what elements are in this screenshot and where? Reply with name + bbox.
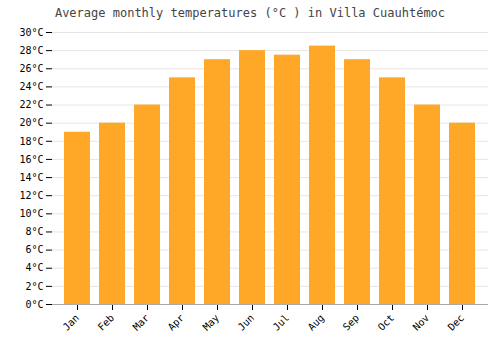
svg-text:6°C: 6°C xyxy=(25,244,43,255)
svg-text:May: May xyxy=(201,312,222,333)
svg-text:0°C: 0°C xyxy=(25,299,43,310)
svg-text:24°C: 24°C xyxy=(19,81,43,92)
svg-text:12°C: 12°C xyxy=(19,190,43,201)
svg-text:28°C: 28°C xyxy=(19,45,43,56)
svg-text:Mar: Mar xyxy=(131,312,152,333)
svg-text:16°C: 16°C xyxy=(19,154,43,165)
svg-text:2°C: 2°C xyxy=(25,281,43,292)
svg-text:Apr: Apr xyxy=(166,312,187,333)
svg-text:Sep: Sep xyxy=(341,312,362,333)
svg-text:Jul: Jul xyxy=(271,312,292,333)
svg-text:Oct: Oct xyxy=(376,312,397,333)
svg-text:Jan: Jan xyxy=(61,312,82,333)
svg-text:8°C: 8°C xyxy=(25,226,43,237)
svg-text:14°C: 14°C xyxy=(19,172,43,183)
svg-text:Jun: Jun xyxy=(236,312,257,333)
svg-text:26°C: 26°C xyxy=(19,63,43,74)
svg-text:18°C: 18°C xyxy=(19,136,43,147)
svg-text:20°C: 20°C xyxy=(19,117,43,128)
html-text:Average monthly temperatures (: Average monthly temperatures (°C ) in Vi… xyxy=(54,6,446,20)
svg-text:10°C: 10°C xyxy=(19,208,43,219)
svg-text:Nov: Nov xyxy=(411,312,432,333)
svg-text:30°C: 30°C xyxy=(19,27,43,38)
svg-text:Feb: Feb xyxy=(96,312,117,333)
svg-text:Aug: Aug xyxy=(306,312,327,333)
svg-text:Dec: Dec xyxy=(446,312,467,333)
svg-text:22°C: 22°C xyxy=(19,99,43,110)
svg-text:4°C: 4°C xyxy=(25,262,43,273)
